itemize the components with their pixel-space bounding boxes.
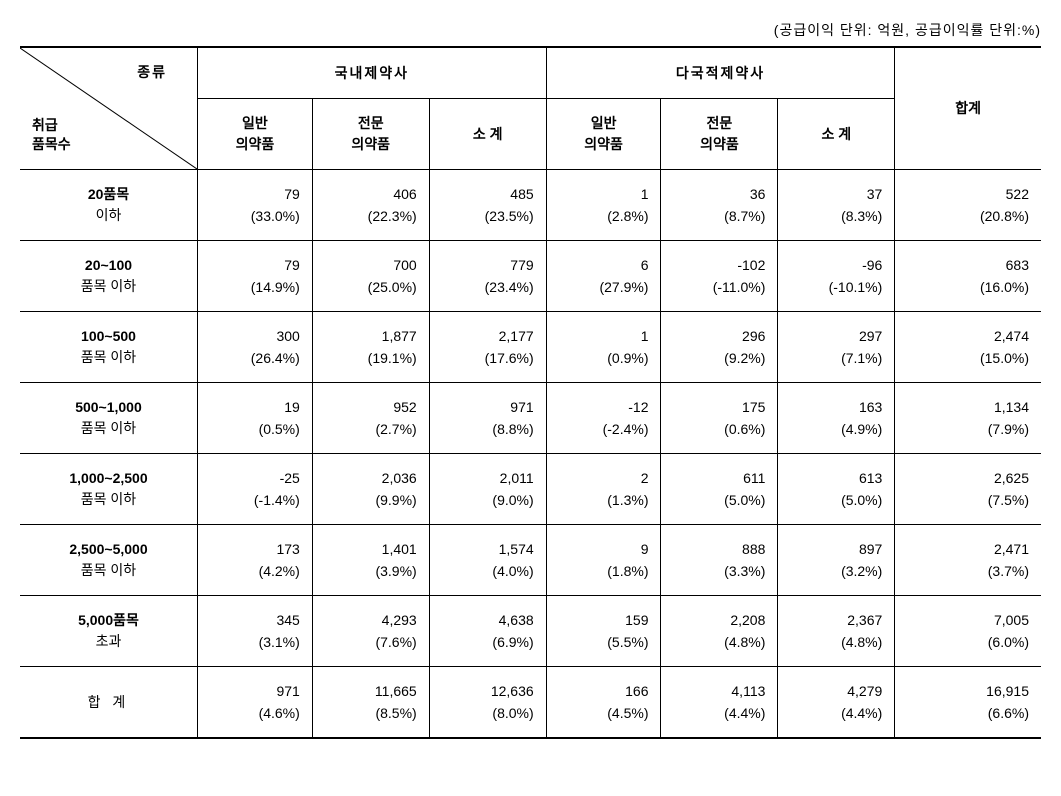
col-group-multinational: 다국적제약사	[546, 47, 895, 99]
row-label: 100~500품목 이하	[20, 312, 197, 383]
data-cell: -96(-10.1%)	[778, 241, 895, 312]
data-cell: 11,665(8.5%)	[312, 667, 429, 739]
data-cell: 2,625(7.5%)	[895, 454, 1041, 525]
data-cell: 163(4.9%)	[778, 383, 895, 454]
data-cell: 9(1.8%)	[546, 525, 661, 596]
data-cell: 1,877(19.1%)	[312, 312, 429, 383]
data-cell: 37(8.3%)	[778, 170, 895, 241]
table-row: 2,500~5,000품목 이하173(4.2%)1,401(3.9%)1,57…	[20, 525, 1041, 596]
data-cell: 4,279(4.4%)	[778, 667, 895, 739]
unit-note: (공급이익 단위: 억원, 공급이익률 단위:%)	[20, 20, 1041, 40]
row-label: 5,000품목초과	[20, 596, 197, 667]
data-cell: 2,011(9.0%)	[429, 454, 546, 525]
data-cell: -102(-11.0%)	[661, 241, 778, 312]
table-row: 500~1,000품목 이하19(0.5%)952(2.7%)971(8.8%)…	[20, 383, 1041, 454]
data-cell: 159(5.5%)	[546, 596, 661, 667]
data-cell: 2,367(4.8%)	[778, 596, 895, 667]
data-cell: 1,134(7.9%)	[895, 383, 1041, 454]
row-label: 500~1,000품목 이하	[20, 383, 197, 454]
data-cell: 611(5.0%)	[661, 454, 778, 525]
data-cell: 971(4.6%)	[197, 667, 312, 739]
data-cell: -25(-1.4%)	[197, 454, 312, 525]
data-cell: 485(23.5%)	[429, 170, 546, 241]
data-cell: 7,005(6.0%)	[895, 596, 1041, 667]
col-domestic-subtotal: 소 계	[429, 99, 546, 170]
data-cell: 613(5.0%)	[778, 454, 895, 525]
data-cell: 297(7.1%)	[778, 312, 895, 383]
row-axis-label: 취급 품목수	[32, 116, 71, 155]
data-cell: 6(27.9%)	[546, 241, 661, 312]
row-label: 20품목이하	[20, 170, 197, 241]
col-axis-label: 종류	[137, 62, 167, 82]
data-cell: 522(20.8%)	[895, 170, 1041, 241]
table-body: 20품목이하79(33.0%)406(22.3%)485(23.5%)1(2.8…	[20, 170, 1041, 739]
data-cell: 36(8.7%)	[661, 170, 778, 241]
data-cell: 173(4.2%)	[197, 525, 312, 596]
data-cell: 2,471(3.7%)	[895, 525, 1041, 596]
table-row: 5,000품목초과345(3.1%)4,293(7.6%)4,638(6.9%)…	[20, 596, 1041, 667]
col-domestic-general: 일반의약품	[197, 99, 312, 170]
data-cell: 1(0.9%)	[546, 312, 661, 383]
data-cell: 1,401(3.9%)	[312, 525, 429, 596]
row-label: 1,000~2,500품목 이하	[20, 454, 197, 525]
data-cell: 406(22.3%)	[312, 170, 429, 241]
pharma-supply-table: 종류 취급 품목수 국내제약사 다국적제약사 합계 일반의약품 전문의약품 소 …	[20, 46, 1041, 739]
data-cell: 888(3.3%)	[661, 525, 778, 596]
col-multi-specialty: 전문의약품	[661, 99, 778, 170]
data-cell: 296(9.2%)	[661, 312, 778, 383]
data-cell: 700(25.0%)	[312, 241, 429, 312]
data-cell: 1(2.8%)	[546, 170, 661, 241]
data-cell: 4,638(6.9%)	[429, 596, 546, 667]
data-cell: 2,474(15.0%)	[895, 312, 1041, 383]
data-cell: 175(0.6%)	[661, 383, 778, 454]
table-row: 100~500품목 이하300(26.4%)1,877(19.1%)2,177(…	[20, 312, 1041, 383]
data-cell: 79(14.9%)	[197, 241, 312, 312]
diagonal-header-cell: 종류 취급 품목수	[20, 47, 197, 170]
col-total: 합계	[895, 47, 1041, 170]
data-cell: 971(8.8%)	[429, 383, 546, 454]
col-multi-subtotal: 소 계	[778, 99, 895, 170]
data-cell: 2,208(4.8%)	[661, 596, 778, 667]
data-cell: 16,915(6.6%)	[895, 667, 1041, 739]
table-row: 1,000~2,500품목 이하-25(-1.4%)2,036(9.9%)2,0…	[20, 454, 1041, 525]
data-cell: 345(3.1%)	[197, 596, 312, 667]
data-cell: 897(3.2%)	[778, 525, 895, 596]
data-cell: 4,113(4.4%)	[661, 667, 778, 739]
col-multi-general: 일반의약품	[546, 99, 661, 170]
total-label: 합 계	[20, 667, 197, 739]
data-cell: -12(-2.4%)	[546, 383, 661, 454]
data-cell: 300(26.4%)	[197, 312, 312, 383]
data-cell: 166(4.5%)	[546, 667, 661, 739]
data-cell: 79(33.0%)	[197, 170, 312, 241]
data-cell: 12,636(8.0%)	[429, 667, 546, 739]
data-cell: 2,177(17.6%)	[429, 312, 546, 383]
data-cell: 2(1.3%)	[546, 454, 661, 525]
data-cell: 952(2.7%)	[312, 383, 429, 454]
total-row: 합 계971(4.6%)11,665(8.5%)12,636(8.0%)166(…	[20, 667, 1041, 739]
data-cell: 779(23.4%)	[429, 241, 546, 312]
data-cell: 2,036(9.9%)	[312, 454, 429, 525]
col-domestic-specialty: 전문의약품	[312, 99, 429, 170]
data-cell: 4,293(7.6%)	[312, 596, 429, 667]
data-cell: 1,574(4.0%)	[429, 525, 546, 596]
row-label: 2,500~5,000품목 이하	[20, 525, 197, 596]
data-cell: 683(16.0%)	[895, 241, 1041, 312]
col-group-domestic: 국내제약사	[197, 47, 546, 99]
table-row: 20~100품목 이하79(14.9%)700(25.0%)779(23.4%)…	[20, 241, 1041, 312]
data-cell: 19(0.5%)	[197, 383, 312, 454]
table-row: 20품목이하79(33.0%)406(22.3%)485(23.5%)1(2.8…	[20, 170, 1041, 241]
row-label: 20~100품목 이하	[20, 241, 197, 312]
